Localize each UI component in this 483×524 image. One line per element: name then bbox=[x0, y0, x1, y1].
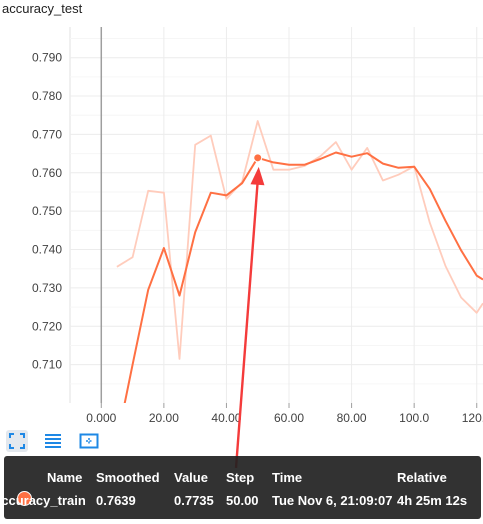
x-tick-label: 40.00 bbox=[211, 411, 241, 425]
x-tick-label: 100.0 bbox=[399, 411, 429, 425]
y-tick-label: 0.740 bbox=[32, 243, 62, 257]
y-tick-label: 0.760 bbox=[32, 166, 62, 180]
tooltip-time-value: Tue Nov 6, 21:09:07 bbox=[272, 493, 393, 508]
chart-tooltip: Name Smoothed Value Step Time Relative a… bbox=[0, 456, 481, 519]
y-tick-label: 0.730 bbox=[32, 281, 62, 295]
x-tick-label: 120.0 bbox=[462, 411, 483, 425]
chart-grid bbox=[69, 27, 483, 403]
highlighted-data-point bbox=[253, 153, 263, 163]
y-tick-label: 0.750 bbox=[32, 204, 62, 218]
expand-icon bbox=[9, 433, 25, 449]
tooltip-header-step: Step bbox=[226, 470, 255, 485]
series-color-swatch bbox=[17, 491, 32, 506]
tooltip-smoothed-value: 0.7639 bbox=[96, 493, 136, 508]
annotation-arrow-head bbox=[250, 166, 265, 186]
smoothed-series-line bbox=[123, 151, 483, 403]
expand-button[interactable] bbox=[6, 430, 28, 452]
y-tick-label: 0.720 bbox=[32, 319, 62, 333]
tooltip-relative-value: 4h 25m 12s bbox=[397, 493, 468, 508]
y-tick-label: 0.780 bbox=[32, 89, 62, 103]
annotation-layer bbox=[234, 166, 265, 469]
tooltip-header-name: Name bbox=[47, 470, 83, 485]
y-axis: 0.710 0.720 0.730 0.740 0.750 0.760 0.770 0.780… bbox=[32, 51, 62, 372]
x-axis: 0.000 20.00 40.00 60.00 80.00 100.0 120.0 bbox=[86, 403, 483, 425]
y-tick-label: 0.790 bbox=[32, 51, 62, 65]
tooltip-header-smoothed: Smoothed bbox=[96, 470, 160, 485]
series-layer bbox=[116, 120, 483, 403]
tooltip-header-time: Time bbox=[272, 470, 303, 485]
tooltip-raw-value: 0.7735 bbox=[174, 493, 214, 508]
card-title: accuracy_test bbox=[2, 1, 83, 16]
annotation-arrow-shaft bbox=[234, 176, 260, 469]
raw-series-line bbox=[116, 120, 483, 360]
fit-domain-button[interactable] bbox=[78, 430, 100, 452]
chart-toolbar bbox=[6, 430, 100, 452]
tooltip-header-relative: Relative bbox=[397, 470, 447, 485]
toggle-log-scale-icon bbox=[45, 434, 61, 448]
log-scale-button[interactable] bbox=[42, 430, 64, 452]
y-tick-label: 0.770 bbox=[32, 127, 62, 141]
fit-domain-icon bbox=[79, 433, 99, 449]
tooltip-header-value: Value bbox=[174, 470, 208, 485]
x-tick-label: 80.00 bbox=[337, 411, 367, 425]
x-tick-label: 20.00 bbox=[149, 411, 179, 425]
tooltip-step-value: 50.00 bbox=[226, 493, 259, 508]
x-tick-label: 0.000 bbox=[86, 411, 116, 425]
x-tick-label: 60.00 bbox=[274, 411, 304, 425]
y-tick-label: 0.710 bbox=[32, 358, 62, 372]
tooltip-series-name: accuracy_train bbox=[0, 493, 86, 508]
